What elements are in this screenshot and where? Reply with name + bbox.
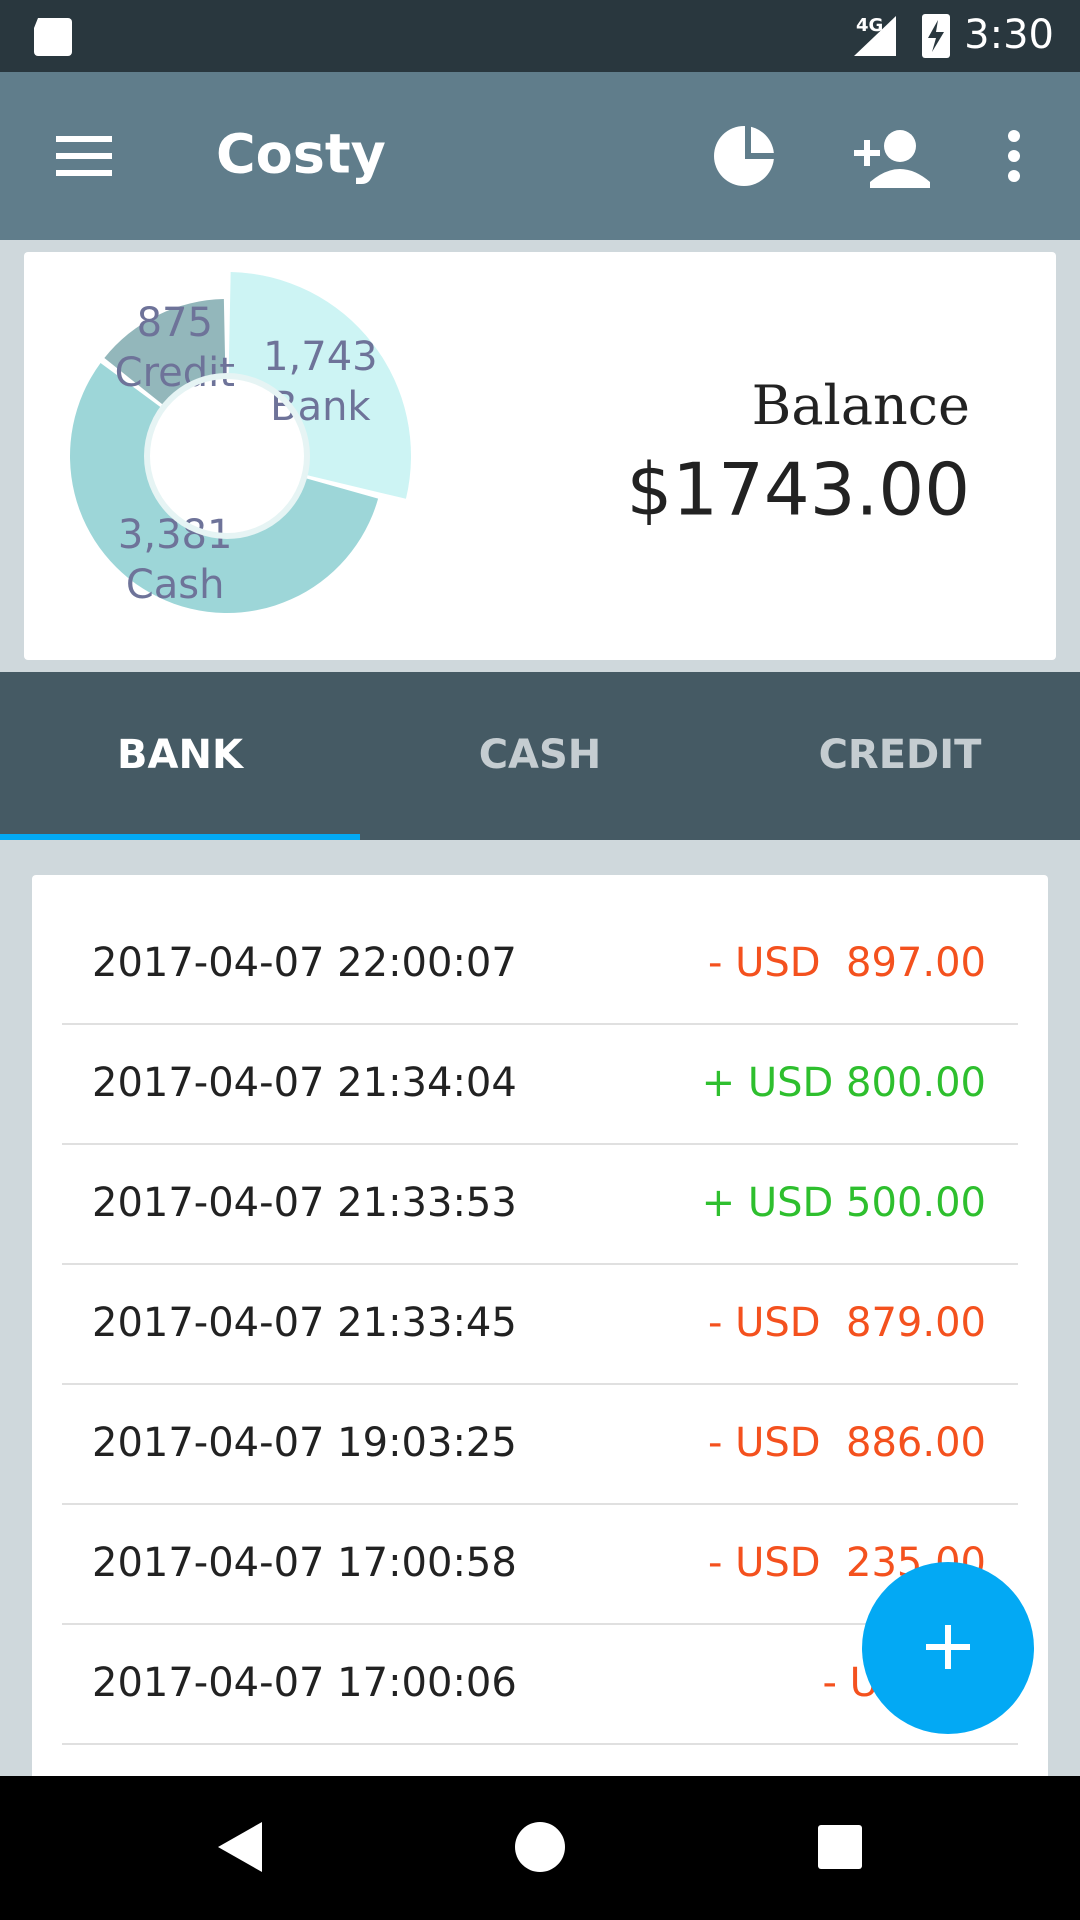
transaction-time[interactable]: 2017-04-07 19:03:25 xyxy=(92,1420,517,1466)
row-divider xyxy=(62,1383,1018,1385)
tab-indicator xyxy=(0,834,360,840)
row-divider xyxy=(62,1743,1018,1745)
app-bar xyxy=(0,72,1080,240)
signal-icon xyxy=(854,16,896,56)
row-divider xyxy=(62,1143,1018,1145)
donut-category-label: Credit xyxy=(115,350,235,396)
donut-category-label: Cash xyxy=(126,562,225,608)
transaction-card xyxy=(32,875,1048,1795)
balance-amount: $1743.00 xyxy=(626,448,970,532)
transaction-time[interactable]: 2017-04-07 21:34:04 xyxy=(92,1060,517,1106)
charging-icon xyxy=(928,20,944,52)
network-type: 4G xyxy=(856,15,883,36)
donut-segment xyxy=(104,299,226,407)
transaction-amount[interactable]: - USD 897.00 xyxy=(708,940,986,986)
transaction-time[interactable]: 2017-04-07 22:00:07 xyxy=(92,940,517,986)
transaction-amount[interactable]: - USD 879.00 xyxy=(708,1300,986,1346)
transaction-amount[interactable]: + USD 800.00 xyxy=(702,1060,986,1106)
recents-button[interactable] xyxy=(818,1825,862,1869)
back-button[interactable] xyxy=(218,1822,262,1872)
home-button[interactable] xyxy=(515,1822,565,1872)
clock: 3:30 xyxy=(964,12,1054,58)
tabs: BANK CASH CREDIT xyxy=(0,732,982,840)
donut-segment xyxy=(69,362,379,614)
balance-label: Balance xyxy=(752,374,970,437)
transaction-time[interactable]: 2017-04-07 17:00:06 xyxy=(92,1660,517,1706)
row-divider xyxy=(62,1623,1018,1625)
donut-value-label: 875 xyxy=(137,300,213,346)
tab-label[interactable]: CREDIT xyxy=(819,732,983,778)
donut-segment xyxy=(228,272,411,499)
more-button[interactable] xyxy=(1008,130,1020,182)
sd-card-icon xyxy=(34,18,72,56)
tab-bar xyxy=(0,672,1080,840)
donut-value-label: 1,743 xyxy=(263,334,378,380)
add-person-button[interactable] xyxy=(854,130,930,188)
status-bar xyxy=(0,0,1080,72)
row-divider xyxy=(62,1503,1018,1505)
tab-label[interactable]: BANK xyxy=(117,732,245,778)
tab-label[interactable]: CASH xyxy=(479,732,602,778)
transaction-time[interactable]: 2017-04-07 21:33:53 xyxy=(92,1180,517,1226)
row-divider xyxy=(62,1263,1018,1265)
donut-category-label: Bank xyxy=(270,384,371,430)
transaction-time[interactable]: 2017-04-07 17:00:58 xyxy=(92,1540,517,1586)
transaction-amount[interactable]: + USD 500.00 xyxy=(702,1180,986,1226)
app-title: Costy xyxy=(216,123,386,186)
row-divider xyxy=(62,1023,1018,1025)
add-transaction-button[interactable] xyxy=(862,1562,1034,1734)
transaction-time[interactable]: 2017-04-07 21:33:45 xyxy=(92,1300,517,1346)
menu-button[interactable] xyxy=(56,136,112,176)
donut-hole-ring xyxy=(144,373,310,539)
transaction-amount[interactable]: - USD 886.00 xyxy=(708,1420,986,1466)
chart-button[interactable] xyxy=(714,126,776,186)
